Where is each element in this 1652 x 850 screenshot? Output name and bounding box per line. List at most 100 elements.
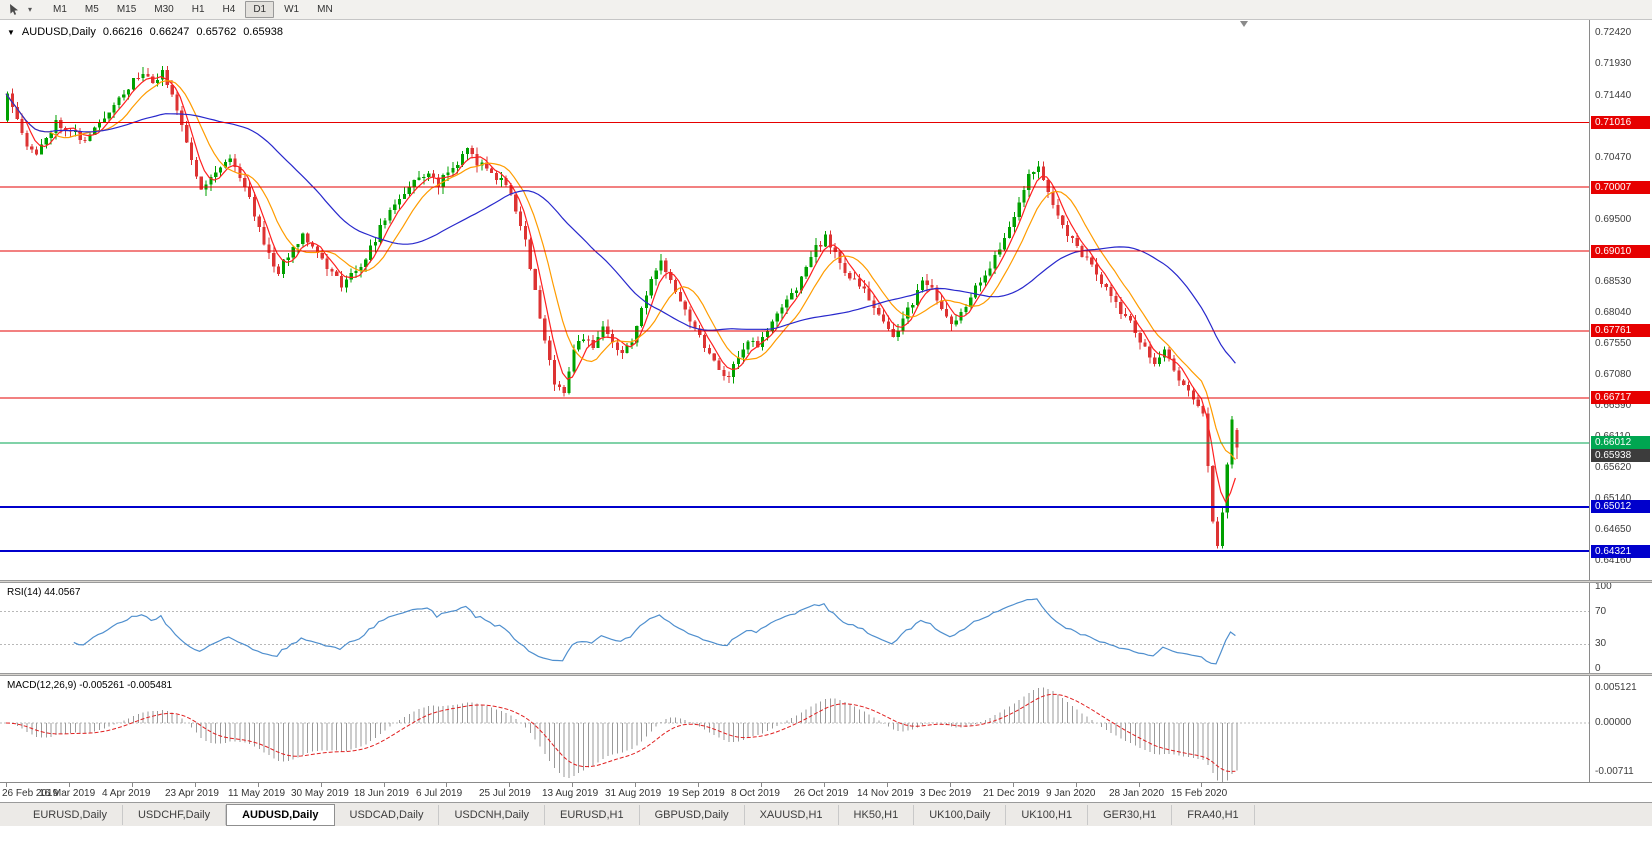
price-tick-label: 0.69500: [1595, 214, 1632, 225]
price-line-badge: 0.70007: [1591, 181, 1650, 194]
rsi-label: RSI(14) 44.0567: [7, 587, 81, 598]
chart-tab-ger30-h1[interactable]: GER30,H1: [1088, 804, 1173, 825]
timeframe-button-m15[interactable]: M15: [116, 4, 137, 15]
date-label: 8 Oct 2019: [731, 788, 780, 799]
chart-tab-eurusd-h1[interactable]: EURUSD,H1: [545, 804, 640, 825]
date-label: 13 Aug 2019: [542, 788, 599, 799]
price-line-badge: 0.71016: [1591, 116, 1650, 129]
date-tick: [321, 783, 322, 787]
timeframe-button-mn[interactable]: MN: [317, 4, 333, 15]
date-tick: [258, 783, 259, 787]
timeframe-button-d1[interactable]: D1: [245, 1, 275, 18]
price-chart-panel[interactable]: ▼ AUDUSD,Daily 0.66216 0.66247 0.65762 0…: [0, 20, 1589, 580]
price-tick-label: 0.64650: [1595, 524, 1632, 535]
chart-tab-xauusd-h1[interactable]: XAUUSD,H1: [745, 804, 839, 825]
date-tick: [6, 783, 7, 787]
date-label: 28 Jan 2020: [1109, 788, 1165, 799]
chart-tab-fra40-h1[interactable]: FRA40,H1: [1172, 804, 1255, 825]
chart-tab-uk100-h1[interactable]: UK100,H1: [1006, 804, 1089, 825]
chart-tab-gbpusd-daily[interactable]: GBPUSD,Daily: [640, 804, 745, 825]
macd-panel[interactable]: MACD(12,26,9) -0.005261 -0.005481: [0, 676, 1589, 782]
rsi-scale-label: 100: [1595, 581, 1612, 592]
macd-chart[interactable]: [0, 676, 1589, 782]
timeframe-button-m30[interactable]: M30: [154, 4, 174, 15]
chart-title: ▼ AUDUSD,Daily 0.66216 0.66247 0.65762 0…: [7, 26, 283, 38]
collapse-arrow-icon[interactable]: ▼: [7, 27, 15, 37]
price-tick-label: 0.71930: [1595, 58, 1632, 69]
rsi-scale-label: 30: [1595, 638, 1607, 649]
chart-shift-marker[interactable]: [1240, 21, 1248, 27]
date-label: 26 Feb 2019: [2, 788, 59, 799]
date-axis[interactable]: 26 Feb 2019 16 Mar 2019 4 Apr 2019 23 Apr 2…: [0, 782, 1652, 802]
date-tick: [446, 783, 447, 787]
cursor-tool-icon[interactable]: [5, 2, 23, 18]
date-label: 4 Apr 2019: [102, 788, 151, 799]
date-label: 31 Aug 2019: [605, 788, 662, 799]
price-line-badge: 0.65012: [1591, 500, 1650, 513]
chart-tab-hk50-h1[interactable]: HK50,H1: [839, 804, 915, 825]
date-tick: [635, 783, 636, 787]
panel-divider[interactable]: [0, 673, 1652, 676]
price-tick-label: 0.72420: [1595, 27, 1632, 38]
date-label: 3 Dec 2019: [920, 788, 972, 799]
timeframe-toolbar: ▾ M1 M5 M15 M30 H1 H4 D1 W1 MN: [0, 0, 1652, 20]
symbol-label: AUDUSD,Daily: [21, 26, 96, 38]
chart-tab-eurusd-daily[interactable]: EURUSD,Daily: [18, 804, 123, 825]
price-tick-label: 0.67550: [1595, 338, 1632, 349]
timeframe-button-m5[interactable]: M5: [84, 4, 99, 15]
price-tick-label: 0.66590: [1595, 400, 1632, 411]
timeframe-button-w1[interactable]: W1: [284, 4, 300, 15]
macd-label: MACD(12,26,9) -0.005261 -0.005481: [7, 680, 173, 691]
timeframe-button-h4[interactable]: H4: [222, 4, 236, 15]
date-tick: [384, 783, 385, 787]
date-tick: [761, 783, 762, 787]
price-scale[interactable]: 0.724200.719300.714400.709600.704700.699…: [1590, 20, 1652, 782]
macd-scale-label: 0.005121: [1595, 682, 1637, 693]
date-tick: [950, 783, 951, 787]
timeframe-button-h1[interactable]: H1: [191, 4, 205, 15]
chart-area[interactable]: ▼ AUDUSD,Daily 0.66216 0.66247 0.65762 0…: [0, 20, 1652, 802]
candlestick-chart[interactable]: [0, 20, 1589, 580]
ohlc-low: 0.65762: [196, 26, 237, 38]
date-label: 14 Nov 2019: [857, 788, 914, 799]
rsi-panel[interactable]: RSI(14) 44.0567: [0, 583, 1589, 673]
panel-divider[interactable]: [0, 580, 1652, 583]
date-label: 21 Dec 2019: [983, 788, 1040, 799]
date-label: 6 Jul 2019: [416, 788, 463, 799]
rsi-chart[interactable]: [0, 583, 1589, 673]
macd-scale-label: 0.00000: [1595, 717, 1632, 728]
date-tick: [824, 783, 825, 787]
price-tick-label: 0.68040: [1595, 307, 1632, 318]
chart-tab-usdcnh-daily[interactable]: USDCNH,Daily: [439, 804, 546, 825]
date-tick: [698, 783, 699, 787]
price-tick-label: 0.65140: [1595, 493, 1632, 504]
date-label: 23 Apr 2019: [165, 788, 219, 799]
rsi-scale-label: 70: [1595, 606, 1607, 617]
price-tick-label: 0.65620: [1595, 462, 1632, 473]
price-line-badge: 0.67761: [1591, 324, 1650, 337]
bottom-spacer: [0, 826, 1652, 850]
dropdown-caret-icon[interactable]: ▾: [27, 5, 32, 14]
chart-tab-usdchf-daily[interactable]: USDCHF,Daily: [123, 804, 227, 825]
chart-tab-bar: EURUSD,Daily USDCHF,Daily AUDUSD,Daily USDC…: [0, 802, 1652, 826]
chart-tab-audusd-daily[interactable]: AUDUSD,Daily: [226, 803, 335, 826]
date-label: 19 Sep 2019: [668, 788, 725, 799]
date-label: 18 Jun 2019: [354, 788, 410, 799]
rsi-scale-label: 0: [1595, 663, 1601, 674]
price-line-badge: 0.66717: [1591, 391, 1650, 404]
date-label: 9 Jan 2020: [1046, 788, 1096, 799]
ohlc-open: 0.66216: [102, 26, 143, 38]
date-label: 16 Mar 2019: [39, 788, 96, 799]
chart-tab-uk100-daily[interactable]: UK100,Daily: [914, 804, 1007, 825]
date-tick: [1013, 783, 1014, 787]
date-tick: [132, 783, 133, 787]
date-tick: [887, 783, 888, 787]
chart-tab-usdcad-daily[interactable]: USDCAD,Daily: [335, 804, 440, 825]
date-tick: [195, 783, 196, 787]
price-scale-border: [1589, 20, 1590, 782]
date-label: 30 May 2019: [291, 788, 349, 799]
price-tick-label: 0.64160: [1595, 555, 1632, 566]
timeframe-button-m1[interactable]: M1: [53, 4, 67, 15]
date-tick: [1076, 783, 1077, 787]
